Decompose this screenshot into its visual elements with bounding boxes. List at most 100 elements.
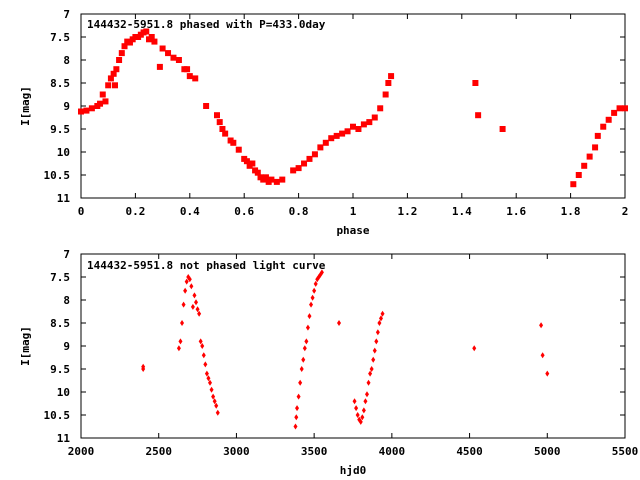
x-tick-label: 1.2 <box>397 205 417 218</box>
data-point <box>212 398 217 405</box>
x-tick-label: 3500 <box>301 445 328 458</box>
data-point <box>581 162 588 169</box>
x-tick-label: 5500 <box>612 445 639 458</box>
data-point <box>211 393 216 400</box>
data-point <box>198 338 203 345</box>
data-point <box>305 324 310 331</box>
data-point <box>333 132 340 139</box>
data-point <box>192 75 199 82</box>
data-point <box>219 126 226 132</box>
x-tick-label: 5000 <box>534 445 561 458</box>
y-tick-label: 10.5 <box>44 409 71 422</box>
data-point <box>151 38 158 45</box>
data-point <box>222 130 229 137</box>
data-point <box>165 50 172 57</box>
data-point <box>293 423 298 430</box>
x-tick-label: 1.4 <box>452 205 472 218</box>
data-point <box>385 80 392 86</box>
data-point <box>200 343 205 349</box>
data-point <box>311 151 318 158</box>
y-axis-label-bottom: I[mag] <box>19 326 32 366</box>
data-point <box>268 176 275 183</box>
chart-title-bottom: 144432-5951.8 not phased light curve <box>87 259 326 272</box>
data-point <box>374 338 379 345</box>
data-point <box>545 370 550 377</box>
x-tick-label: 1.8 <box>561 205 581 218</box>
data-point <box>366 379 371 386</box>
data-point <box>214 402 219 409</box>
data-point <box>184 278 189 285</box>
y-tick-label: 8.5 <box>50 77 70 90</box>
data-point <box>118 50 125 57</box>
data-point <box>235 146 242 153</box>
data-point <box>611 109 618 116</box>
data-point <box>592 144 599 151</box>
y-tick-label: 11 <box>57 432 71 445</box>
data-point <box>204 370 209 377</box>
y-tick-label: 8.5 <box>50 317 70 330</box>
x-tick-label: 1 <box>350 205 357 218</box>
tick-layer-top: 0 0.2 0.4 0.6 0.8 1 1.2 1.4 1.6 1.8 2 7 7.5 8 8.5 9 9.5 1… <box>44 8 629 218</box>
data-point <box>377 105 384 112</box>
data-point <box>298 379 303 386</box>
data-point <box>328 135 335 142</box>
y-tick-label: 10.5 <box>44 169 71 182</box>
data-point <box>194 299 199 306</box>
x-tick-label: 0.2 <box>125 205 145 218</box>
data-point <box>540 352 545 359</box>
data-point <box>113 66 120 73</box>
data-point <box>361 407 366 414</box>
data-point <box>372 347 377 354</box>
data-point <box>121 43 128 50</box>
data-point <box>366 119 373 126</box>
data-point <box>306 155 313 162</box>
x-tick-label: 0.6 <box>234 205 254 218</box>
x-tick-label: 3000 <box>223 445 250 458</box>
data-point <box>301 356 306 363</box>
data-point <box>472 345 477 352</box>
chart-title-top: 144432-5951.8 phased with P=433.0day <box>87 18 326 31</box>
data-point <box>97 100 104 107</box>
data-point <box>339 130 346 137</box>
data-point <box>337 320 342 326</box>
data-point <box>156 63 163 70</box>
data-point <box>206 375 211 382</box>
data-point <box>83 107 90 114</box>
data-point <box>369 366 374 372</box>
data-point <box>186 73 193 80</box>
y-tick-label: 7.5 <box>50 271 70 284</box>
data-point <box>296 393 301 400</box>
data-point <box>187 276 192 283</box>
data-point <box>176 345 181 352</box>
data-point <box>184 66 191 73</box>
data-point <box>105 82 112 89</box>
data-point <box>350 123 356 130</box>
data-point <box>143 28 150 35</box>
data-point <box>178 338 183 345</box>
data-point <box>203 361 208 368</box>
y-tick-label: 10 <box>57 146 70 159</box>
data-point <box>499 126 506 132</box>
data-point <box>472 80 479 86</box>
data-point <box>208 379 213 386</box>
data-point <box>295 165 302 172</box>
data-point <box>112 82 118 89</box>
data-point <box>175 57 182 63</box>
data-point <box>88 105 95 112</box>
chart-top: 0 0.2 0.4 0.6 0.8 1 1.2 1.4 1.6 1.8 2 7 7.5 8 8.5 9 9.5 1… <box>19 8 628 237</box>
x-axis-label-bottom: hjd0 <box>340 464 367 477</box>
tick-layer-bottom: 2000 2500 3000 3500 4000 4500 5000 5500 7 7.5 8 8.5… <box>44 248 639 458</box>
data-point <box>586 153 593 160</box>
data-point <box>475 112 482 119</box>
x-tick-label: 4000 <box>379 445 406 458</box>
y-tick-label: 10 <box>57 386 70 399</box>
data-point <box>360 414 365 421</box>
x-tick-label: 2000 <box>68 445 95 458</box>
data-point <box>148 34 155 40</box>
data-point <box>190 303 195 310</box>
data-point <box>183 287 188 294</box>
data-point <box>159 45 166 52</box>
data-point <box>539 322 544 329</box>
x-tick-label: 2 <box>622 205 629 218</box>
